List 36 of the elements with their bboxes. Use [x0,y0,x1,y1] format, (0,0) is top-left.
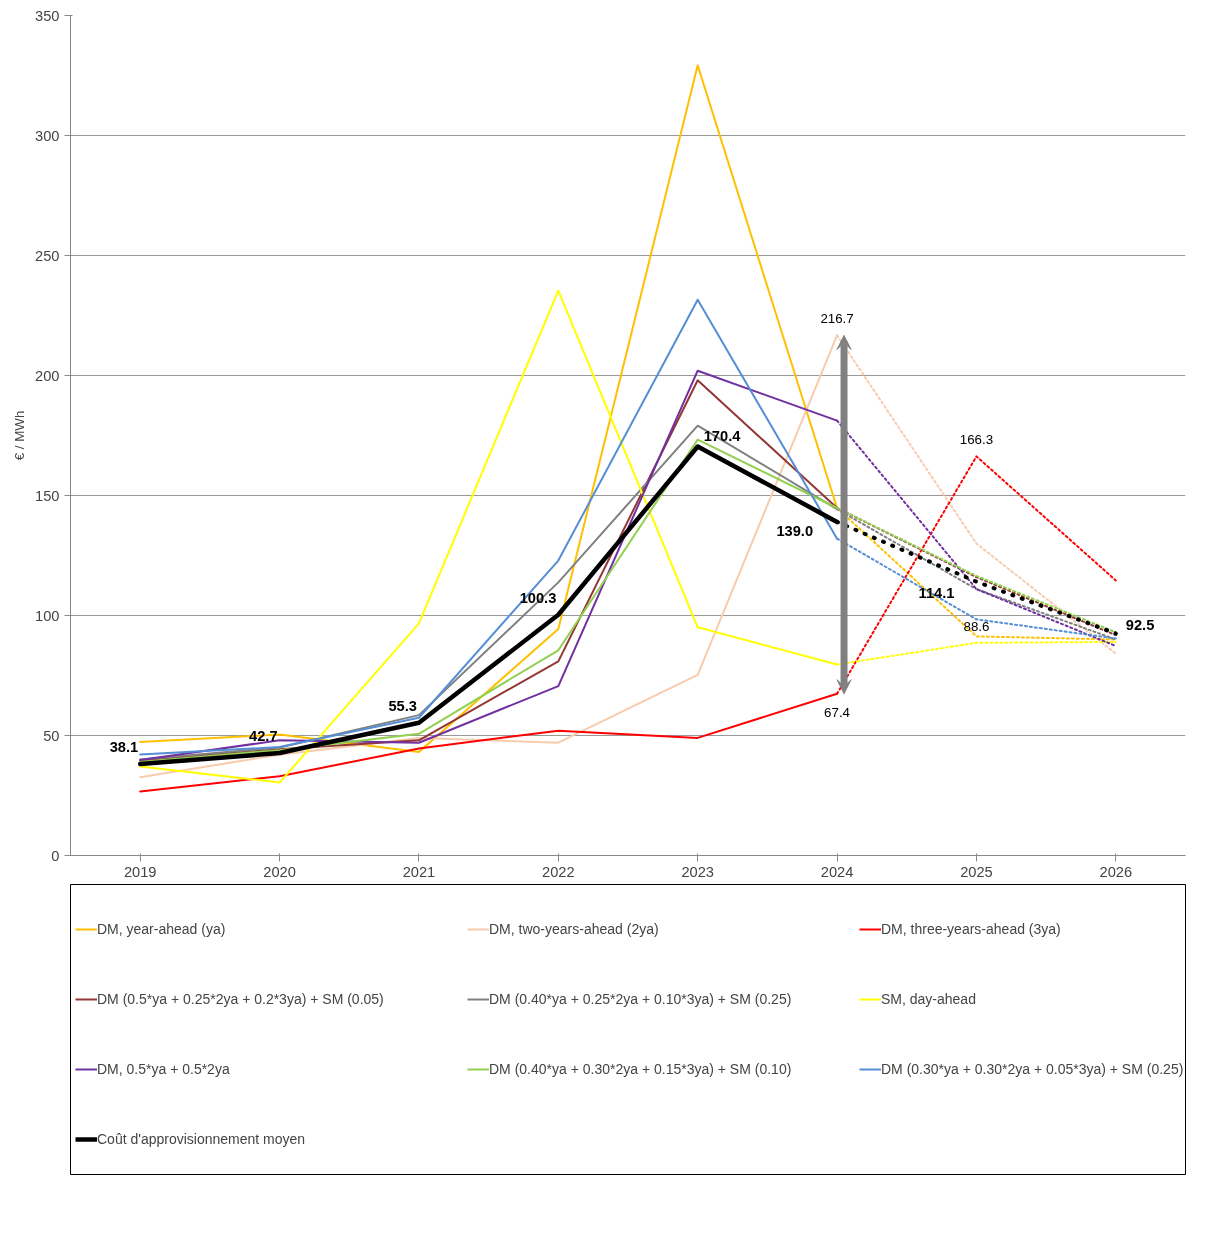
legend-label: DM, three-years-ahead (3ya) [881,920,1061,939]
y-axis-title: € / MWh [12,410,28,461]
x-tick-label: 2026 [1099,863,1133,880]
legend-label: Coût d'approvisionnement moyen [97,1130,306,1149]
x-tick-label: 2021 [402,863,436,880]
y-tick-label: 150 [35,487,60,504]
x-tick-label: 2022 [542,863,575,880]
legend-label: DM (0.40*ya + 0.25*2ya + 0.10*3ya) + SM (0.25) [489,990,792,1009]
y-tick-label: 0 [51,847,60,864]
data-label: 139.0 [776,522,814,539]
x-tick-label: 2023 [681,863,714,880]
legend-label: DM, 0.5*ya + 0.5*2ya [97,1060,230,1079]
data-label: 216.7 [820,311,854,327]
data-label: 67.4 [824,704,851,720]
data-label: 92.5 [1125,616,1155,633]
legend-label: DM, two-years-ahead (2ya) [489,920,659,939]
x-tick-label: 2025 [960,863,993,880]
x-tick-label: 2020 [263,863,296,880]
data-label: 88.6 [963,618,990,634]
y-tick-label: 200 [35,367,60,384]
legend-label: DM, year-ahead (ya) [97,920,226,939]
data-label: 166.3 [959,432,994,448]
data-label: 170.4 [703,427,742,444]
data-label: 55.3 [388,697,417,714]
x-tick-label: 2024 [820,863,854,880]
legend-label: SM, day-ahead [881,990,976,1009]
y-tick-label: 350 [35,7,60,24]
y-tick-label: 50 [43,727,60,744]
y-tick-label: 100 [35,607,60,624]
legend-label: DM (0.40*ya + 0.30*2ya + 0.15*3ya) + SM (0.10) [489,1060,792,1079]
y-tick-label: 300 [35,127,60,144]
legend-label: DM (0.5*ya + 0.25*2ya + 0.2*3ya) + SM (0.05) [97,990,384,1009]
data-label: 38.1 [109,739,139,756]
y-tick-label: 250 [35,247,60,264]
x-tick-label: 2019 [123,863,157,880]
legend-label: DM (0.30*ya + 0.30*2ya + 0.05*3ya) + SM (0.25) [881,1060,1184,1079]
